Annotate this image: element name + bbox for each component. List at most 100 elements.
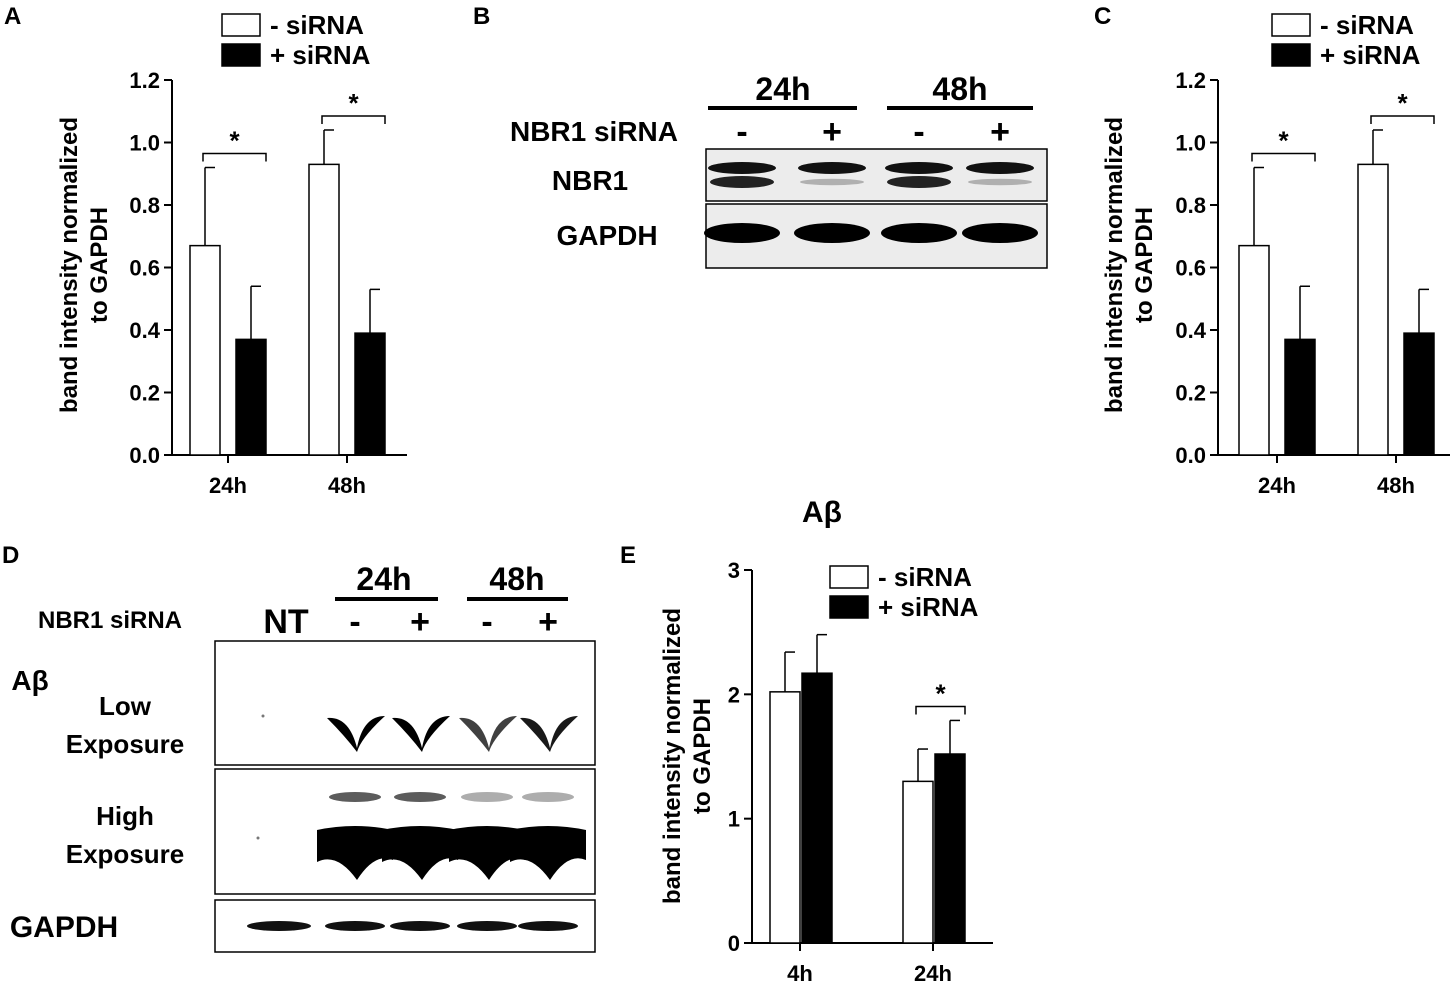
blot-d: 24h 48h NBR1 siRNA NT - + - + Aβ Low Exp… xyxy=(10,561,596,953)
blot-d-high-exposure-upper-band xyxy=(461,792,513,802)
c-y-tick-label: 0.8 xyxy=(1175,193,1206,218)
a-bar-plus-sirna-24h xyxy=(235,338,267,456)
c-bar-plus-sirna-48h xyxy=(1403,332,1435,456)
a-legend-swatch-plus xyxy=(221,43,261,67)
c-y-tick-label: 1.2 xyxy=(1175,68,1206,93)
blot-b-gapdh-band xyxy=(962,223,1038,243)
blot-b-gapdh-band xyxy=(881,223,957,243)
a-legend-swatch-minus xyxy=(221,13,261,37)
e-legend-label-plus: + siRNA xyxy=(878,592,979,622)
e-y-tick-label: 2 xyxy=(728,682,740,707)
blot-b-nbr1-lower-band xyxy=(887,176,951,188)
e-x-tick-label: 4h xyxy=(787,961,813,986)
a-bar-plus-sirna-48h xyxy=(354,332,386,456)
e-bar-plus-sirna-24h xyxy=(934,753,966,944)
blot-d-low-exposure-band xyxy=(392,716,450,752)
blot-d-lane-sign-2: + xyxy=(410,603,430,641)
blot-b: 24h 48h NBR1 siRNA - + - + NBR1 GAPDH xyxy=(510,71,1048,269)
a-significance-bracket xyxy=(321,115,386,124)
a-y-tick-label: 0.8 xyxy=(129,193,160,218)
blot-d-timepoint-2: 48h xyxy=(489,561,544,597)
c-significance-bracket xyxy=(1251,152,1316,162)
blot-d-lane-sign-4: + xyxy=(538,603,558,641)
blot-d-speck xyxy=(261,714,265,718)
e-significance-bracket xyxy=(915,705,966,715)
blot-d-speck xyxy=(256,836,260,840)
blot-d-high-exposure-upper-band xyxy=(394,792,446,802)
blot-b-nbr1-lower-band xyxy=(800,178,864,186)
e-bar-plus-sirna-4h xyxy=(801,672,833,944)
blot-d-high-exposure-band xyxy=(449,826,525,880)
blot-d-high-exposure-band xyxy=(317,826,393,880)
blot-d-treatment-label: NBR1 siRNA xyxy=(38,607,182,634)
chart-e: Aβ 0 1 2 3 band intensity normalized to GAPDH 4… xyxy=(659,496,993,986)
blot-d-lane-sign-1: - xyxy=(349,603,360,641)
e-y-tick-label: 1 xyxy=(728,807,740,832)
blot-d-gapdh-band xyxy=(390,921,450,931)
blot-d-gapdh-band xyxy=(518,921,578,931)
blot-d-high-exposure-band xyxy=(510,826,586,880)
e-y-tick-label: 3 xyxy=(728,558,740,583)
blot-b-nbr1-bands xyxy=(708,162,1034,188)
blot-d-low-exposure-band xyxy=(327,716,385,752)
blot-b-gapdh-bands xyxy=(704,223,1038,243)
blot-d-gapdh-band xyxy=(325,921,385,931)
c-legend-swatch-plus xyxy=(1271,43,1311,67)
blot-b-nbr1-upper-band xyxy=(966,162,1034,174)
blot-d-lane-sign-3: - xyxy=(481,603,492,641)
a-significance-star: * xyxy=(348,88,359,118)
blot-d-gapdh-bands xyxy=(247,921,578,931)
c-legend-swatch-minus xyxy=(1271,13,1311,37)
e-x-tick-label: 24h xyxy=(914,961,952,986)
blot-b-timepoint-2: 48h xyxy=(932,71,987,107)
a-legend-label-minus: - siRNA xyxy=(270,10,364,40)
a-legend-label-plus: + siRNA xyxy=(270,40,371,70)
c-y-tick-label: 0.6 xyxy=(1175,256,1206,281)
blot-d-gapdh-band-nt xyxy=(247,921,311,931)
panel-letter-b: B xyxy=(473,3,490,30)
a-y-tick-label: 0.2 xyxy=(129,381,160,406)
a-y-tick-label: 1.0 xyxy=(129,131,160,156)
c-significance-star: * xyxy=(1397,88,1408,118)
blot-b-timepoint-1: 24h xyxy=(755,71,810,107)
e-significance-star: * xyxy=(935,678,946,708)
blot-b-lane-sign-1: - xyxy=(736,113,747,151)
chart-a: 0.0 0.2 0.4 0.6 0.8 1.0 1.2 band intensity norm… xyxy=(56,10,407,498)
a-y-axis-label: band intensity normalized to GAPDH xyxy=(56,117,113,413)
a-y-tick-label: 0.4 xyxy=(129,318,160,343)
e-y-axis-label: band intensity normalized to GAPDH xyxy=(659,608,716,904)
blot-b-nbr1-lower-band xyxy=(968,178,1032,186)
e-chart-title: Aβ xyxy=(802,496,842,529)
c-y-tick-label: 0.0 xyxy=(1175,443,1206,468)
e-legend-swatch-plus xyxy=(829,595,869,619)
c-legend-label-plus: + siRNA xyxy=(1320,40,1421,70)
blot-d-timepoint-1: 24h xyxy=(356,561,411,597)
blot-b-nbr1-upper-band xyxy=(885,162,953,174)
blot-d-gapdh-label: GAPDH xyxy=(10,911,118,944)
blot-d-nt-label: NT xyxy=(263,603,309,641)
c-significance-bracket xyxy=(1370,115,1435,124)
c-bar-minus-sirna-48h xyxy=(1357,163,1389,456)
blot-d-low-exposure-bands xyxy=(261,714,578,752)
blot-b-row-label-nbr1: NBR1 xyxy=(552,165,628,196)
panel-letter-c: C xyxy=(1094,3,1111,30)
blot-b-treatment-label: NBR1 siRNA xyxy=(510,116,678,147)
blot-d-low-label-line-2: Exposure xyxy=(66,729,185,759)
c-bar-minus-sirna-24h xyxy=(1238,244,1270,456)
blot-d-low-exposure-membrane xyxy=(214,640,596,766)
blot-b-nbr1-upper-band xyxy=(798,162,866,174)
panel-letter-e: E xyxy=(620,542,636,569)
e-legend-swatch-minus xyxy=(829,565,869,589)
a-x-tick-label: 48h xyxy=(328,473,366,498)
a-y-tick-label: 1.2 xyxy=(129,68,160,93)
blot-d-low-exposure-band xyxy=(459,716,517,752)
c-y-tick-label: 1.0 xyxy=(1175,131,1206,156)
c-y-axis-label: band intensity normalized to GAPDH xyxy=(1101,117,1158,413)
blot-b-gapdh-band xyxy=(794,223,870,243)
blot-b-lane-sign-3: - xyxy=(913,113,924,151)
blot-d-high-label-line-1: High xyxy=(96,801,154,831)
blot-d-high-exposure-bands xyxy=(256,792,586,880)
a-significance-star: * xyxy=(229,126,240,156)
chart-c: 0.0 0.2 0.4 0.6 0.8 1.0 1.2 band intensity norm… xyxy=(1101,10,1450,498)
